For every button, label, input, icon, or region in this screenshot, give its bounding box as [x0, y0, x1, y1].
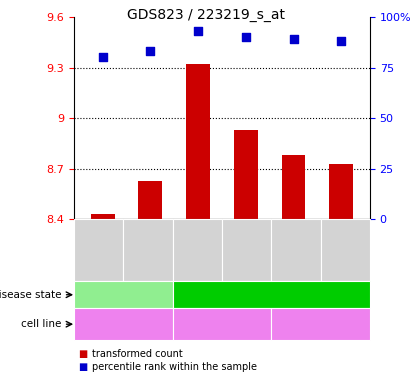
- Text: GSM21251: GSM21251: [341, 226, 350, 275]
- Point: [338, 38, 344, 44]
- Text: GSM21248: GSM21248: [193, 226, 202, 275]
- Text: cell line: cell line: [21, 319, 62, 329]
- Bar: [186, 64, 210, 219]
- Bar: [139, 181, 162, 219]
- Bar: [329, 164, 353, 219]
- Text: normal: normal: [105, 290, 142, 300]
- Text: GSM21250: GSM21250: [291, 226, 300, 275]
- Text: GSM21249: GSM21249: [242, 226, 251, 275]
- Bar: [282, 155, 305, 219]
- Text: transformed count: transformed count: [92, 350, 183, 359]
- Point: [195, 28, 201, 34]
- Point: [242, 34, 249, 40]
- Point: [147, 48, 154, 54]
- Text: GDS823 / 223219_s_at: GDS823 / 223219_s_at: [127, 8, 284, 22]
- Text: HCC 1954: HCC 1954: [296, 319, 345, 329]
- Bar: [91, 214, 115, 219]
- Text: ■: ■: [78, 350, 88, 359]
- Bar: [234, 130, 258, 219]
- Text: mammary
epithelium: mammary epithelium: [97, 314, 150, 335]
- Text: percentile rank within the sample: percentile rank within the sample: [92, 362, 257, 372]
- Text: GSM21252: GSM21252: [94, 226, 103, 275]
- Text: ■: ■: [78, 362, 88, 372]
- Point: [290, 36, 297, 42]
- Text: cancer: cancer: [254, 290, 289, 300]
- Point: [99, 54, 106, 60]
- Text: disease state: disease state: [0, 290, 62, 300]
- Text: GSM21253: GSM21253: [143, 226, 152, 275]
- Text: MDA-MB-436: MDA-MB-436: [190, 319, 254, 329]
